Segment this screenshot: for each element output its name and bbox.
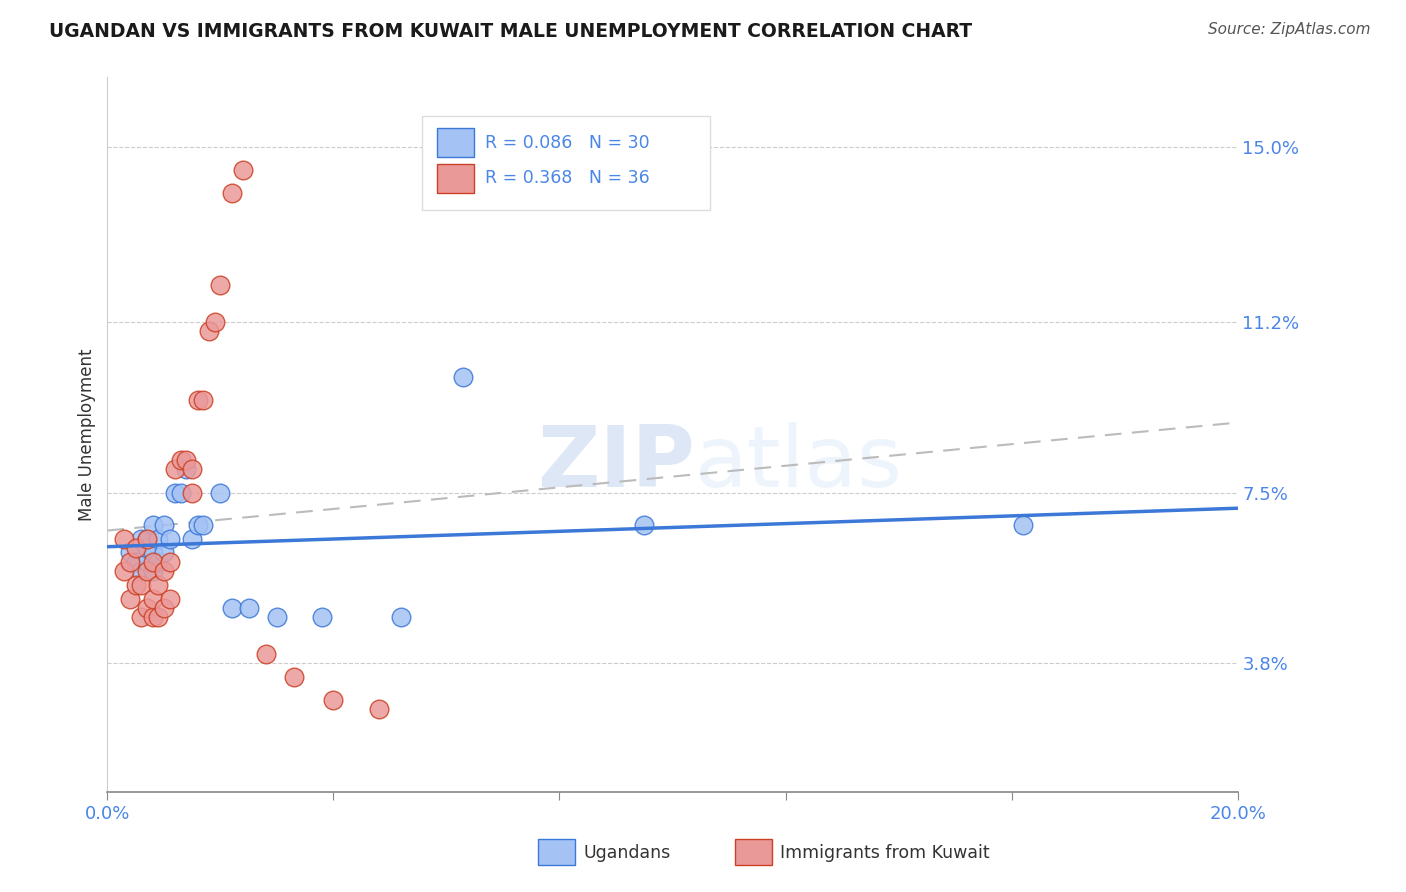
Point [148,610,170,624]
Point [129,578,152,592]
Point [124,555,146,569]
Point [118,591,141,606]
Point [136,541,159,555]
Point [221,186,243,200]
Text: Immigrants from Kuwait: Immigrants from Kuwait [780,844,990,862]
Point [193,517,215,532]
Point [176,453,198,467]
Point [148,532,170,546]
Point [389,610,412,624]
Point [170,485,193,500]
Point [453,370,475,384]
Point [118,545,141,559]
Text: Ugandans: Ugandans [583,844,671,862]
Point [129,564,152,578]
Point [187,517,209,532]
Point [112,532,135,546]
Point [170,453,193,467]
Point [118,555,141,569]
Point [148,578,170,592]
Point [136,600,159,615]
Point [148,555,170,569]
Point [181,462,204,476]
Point [159,555,181,569]
Point [633,517,655,532]
Y-axis label: Male Unemployment: Male Unemployment [79,349,96,521]
Point [136,532,159,546]
Text: ZIP: ZIP [537,422,695,505]
Point [165,485,187,500]
Point [142,545,165,559]
Point [124,578,146,592]
Point [254,647,277,661]
Point [165,462,187,476]
Point [193,393,215,408]
Point [142,564,165,578]
Point [142,517,165,532]
Point [181,532,204,546]
Point [159,591,181,606]
Point [153,600,176,615]
Point [176,462,198,476]
Point [367,702,389,716]
Point [283,670,305,684]
Text: R = 0.086   N = 30: R = 0.086 N = 30 [485,134,650,152]
Text: atlas: atlas [695,422,903,505]
Point [187,393,209,408]
Point [204,315,226,329]
Point [232,162,254,177]
Point [129,532,152,546]
Point [209,485,232,500]
Text: Source: ZipAtlas.com: Source: ZipAtlas.com [1208,22,1371,37]
Point [153,517,176,532]
Point [198,324,221,338]
Point [1012,517,1035,532]
Point [266,610,288,624]
Point [142,610,165,624]
Point [322,693,344,707]
Point [129,610,152,624]
Point [136,564,159,578]
Point [136,555,159,569]
Point [221,600,243,615]
Point [311,610,333,624]
Point [142,591,165,606]
Point [153,545,176,559]
Point [209,277,232,292]
Point [112,564,135,578]
Point [136,532,159,546]
Point [238,600,260,615]
Point [181,485,204,500]
Text: R = 0.368   N = 36: R = 0.368 N = 36 [485,169,650,187]
Point [124,541,146,555]
Point [159,532,181,546]
Text: UGANDAN VS IMMIGRANTS FROM KUWAIT MALE UNEMPLOYMENT CORRELATION CHART: UGANDAN VS IMMIGRANTS FROM KUWAIT MALE U… [49,22,973,41]
Point [153,564,176,578]
Point [142,555,165,569]
